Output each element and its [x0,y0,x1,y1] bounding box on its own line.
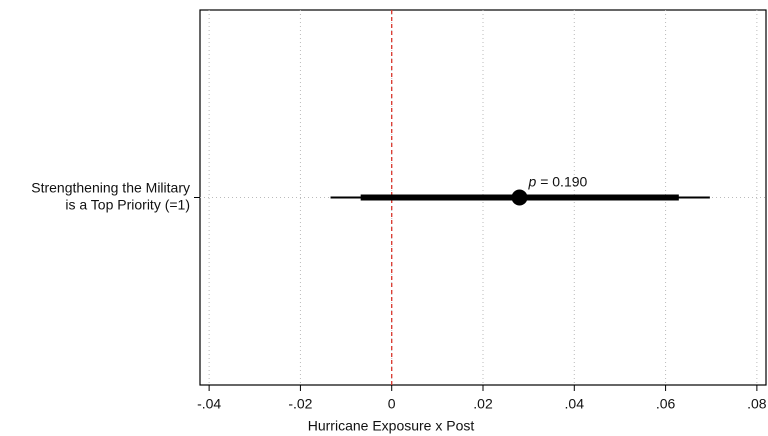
x-tick-label: -.04 [197,396,221,412]
p-symbol: p [528,173,537,189]
x-tick-label: -.02 [288,396,312,412]
x-tick-label: .02 [473,396,493,412]
point-estimate [511,189,528,206]
x-tick-label: .08 [747,396,767,412]
y-tick-label: is a Top Priority (=1) [65,197,190,213]
x-tick-label: .06 [656,396,676,412]
x-axis-label: Hurricane Exposure x Post [308,418,475,434]
x-tick-label: .04 [565,396,585,412]
p-value: = 0.190 [540,173,587,189]
p-value-annotation: p = 0.190 [528,173,588,189]
y-tick-label: Strengthening the Military [31,180,190,196]
x-tick-label: 0 [388,396,396,412]
